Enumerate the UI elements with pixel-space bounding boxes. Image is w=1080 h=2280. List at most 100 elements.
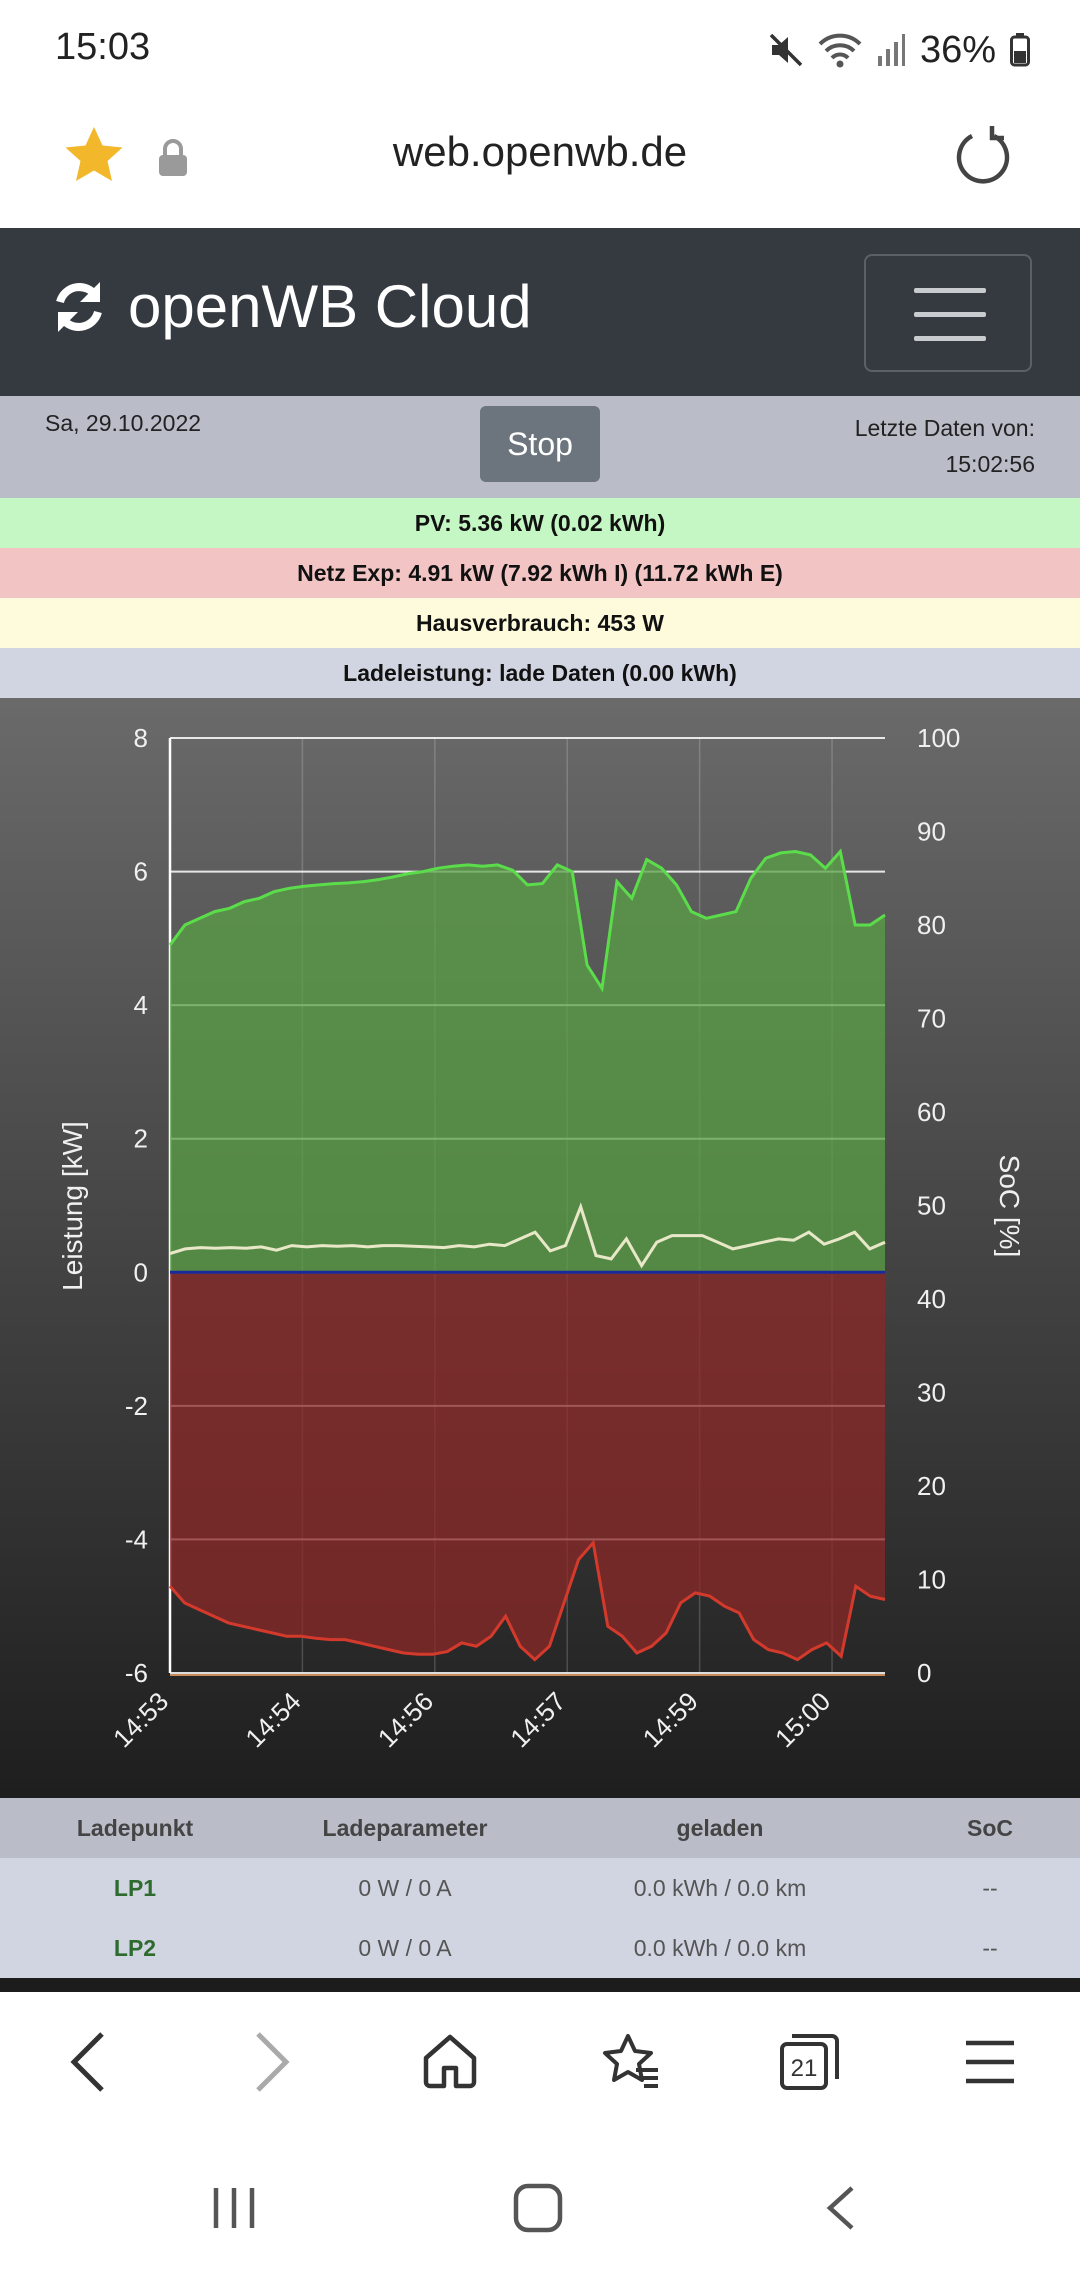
x-tick-label: 14:57 bbox=[504, 1686, 571, 1753]
hamburger-line bbox=[914, 288, 986, 293]
y2-tick-label: 90 bbox=[917, 817, 946, 847]
y-tick-label: 0 bbox=[134, 1257, 148, 1287]
tab-count: 21 bbox=[791, 2055, 818, 2082]
chevron-left-icon bbox=[70, 2032, 104, 2092]
bookmarks-star-icon bbox=[603, 2034, 658, 2088]
status-bar: 15:03 36% bbox=[0, 0, 1080, 100]
lade-bar: Ladeleistung: lade Daten (0.00 kWh) bbox=[0, 648, 1080, 698]
menu-icon bbox=[966, 2040, 1014, 2084]
lp-param: 0 W / 0 A bbox=[358, 1875, 452, 1901]
y-tick-label: 4 bbox=[134, 990, 148, 1020]
last-data-time: 15:02:56 bbox=[945, 451, 1035, 477]
lp-loaded: 0.0 kWh / 0.0 km bbox=[633, 1935, 807, 1961]
netz-series-line bbox=[168, 1539, 886, 1662]
home-button[interactable] bbox=[410, 2022, 490, 2102]
tabs-button[interactable]: 21 bbox=[770, 2022, 850, 2102]
header-geladen: geladen bbox=[676, 1815, 764, 1841]
mute-icon bbox=[769, 33, 803, 67]
netz-series-area bbox=[170, 1272, 885, 1660]
home-icon bbox=[423, 2034, 477, 2089]
y2-tick-label: 0 bbox=[917, 1658, 931, 1688]
bookmarks-button[interactable] bbox=[590, 2022, 670, 2102]
table-row[interactable]: LP1 0 W / 0 A 0.0 kWh / 0.0 km -- bbox=[0, 1858, 1080, 1918]
back-nav-icon[interactable] bbox=[822, 2184, 858, 2232]
y-tick-label: -2 bbox=[125, 1391, 148, 1421]
y2-tick-label: 80 bbox=[917, 910, 946, 940]
last-data: Letzte Daten von: 15:02:56 bbox=[855, 410, 1035, 482]
battery-icon bbox=[1010, 33, 1030, 67]
date-text: Sa, 29.10.2022 bbox=[45, 410, 202, 436]
ladepunkt-table: Ladepunkt Ladeparameter geladen SoC LP1 … bbox=[0, 1798, 1080, 1978]
url-text[interactable]: web.openwb.de bbox=[392, 128, 688, 175]
x-tick-label: 15:00 bbox=[769, 1686, 836, 1753]
status-time: 15:03 bbox=[55, 26, 151, 68]
haus-bar: Hausverbrauch: 453 W bbox=[0, 598, 1080, 648]
pv-bar: PV: 5.36 kW (0.02 kWh) bbox=[0, 498, 1080, 548]
lp-soc: -- bbox=[982, 1875, 998, 1901]
app-navbar: openWB Cloud bbox=[0, 228, 1080, 396]
y-tick-label: -4 bbox=[125, 1524, 148, 1554]
browser-menu-button[interactable] bbox=[950, 2022, 1030, 2102]
y2-axis-label: SoC [%] bbox=[994, 1155, 1025, 1258]
stop-button[interactable]: Stop bbox=[480, 406, 600, 482]
signal-icon bbox=[877, 34, 905, 66]
browser-toolbar: 21 bbox=[0, 1992, 1080, 2134]
table-header: Ladepunkt Ladeparameter geladen SoC bbox=[0, 1798, 1080, 1858]
y2-tick-label: 10 bbox=[917, 1565, 946, 1595]
home-nav-icon[interactable] bbox=[512, 2182, 564, 2234]
chevron-right-icon bbox=[256, 2032, 290, 2092]
date-row: Sa, 29.10.2022 Stop Letzte Daten von: 15… bbox=[0, 396, 1080, 498]
lp-name: LP2 bbox=[113, 1935, 157, 1961]
y2-tick-label: 20 bbox=[917, 1471, 946, 1501]
x-tick-label: 14:54 bbox=[239, 1686, 306, 1753]
lock-icon bbox=[159, 139, 187, 176]
back-button[interactable] bbox=[48, 2022, 128, 2102]
lp-soc: -- bbox=[982, 1935, 998, 1961]
hamburger-line bbox=[914, 312, 986, 317]
lp-loaded: 0.0 kWh / 0.0 km bbox=[633, 1875, 807, 1901]
y-axis-label: Leistung [kW] bbox=[57, 1121, 88, 1291]
brand[interactable]: openWB Cloud bbox=[48, 272, 532, 341]
lp-param: 0 W / 0 A bbox=[358, 1935, 452, 1961]
y2-tick-label: 30 bbox=[917, 1378, 946, 1408]
system-nav-bar bbox=[0, 2134, 1080, 2280]
y2-tick-label: 40 bbox=[917, 1284, 946, 1314]
y-tick-label: 8 bbox=[134, 723, 148, 753]
tabs-icon: 21 bbox=[780, 2034, 839, 2090]
pv-series-area bbox=[170, 851, 885, 1273]
bookmark-star-icon[interactable] bbox=[62, 124, 126, 184]
x-tick-label: 14:59 bbox=[637, 1686, 704, 1753]
table-row[interactable]: LP2 0 W / 0 A 0.0 kWh / 0.0 km -- bbox=[0, 1918, 1080, 1978]
sync-icon bbox=[56, 281, 102, 332]
battery-percent: 36% bbox=[919, 28, 996, 71]
power-chart: 8 6 4 2 0 -2 -4 -6 100 90 80 70 60 50 40 30 20 10 0 14:53 14… bbox=[0, 698, 1080, 1798]
header-ladepunkt: Ladepunkt bbox=[76, 1815, 194, 1841]
app-title: openWB Cloud bbox=[128, 273, 532, 340]
haus-series-line bbox=[169, 1202, 886, 1269]
pv-series-line bbox=[168, 848, 886, 993]
wifi-icon bbox=[818, 33, 862, 68]
recent-apps-icon[interactable] bbox=[210, 2184, 258, 2232]
status-icons: 36% bbox=[768, 22, 1030, 78]
x-tick-label: 14:56 bbox=[372, 1686, 439, 1753]
last-data-label: Letzte Daten von: bbox=[854, 415, 1035, 441]
divider bbox=[0, 1978, 1080, 1992]
y2-tick-label: 100 bbox=[917, 723, 960, 753]
netz-bar: Netz Exp: 4.91 kW (7.92 kWh I) (11.72 kW… bbox=[0, 548, 1080, 598]
y2-tick-label: 50 bbox=[917, 1191, 946, 1221]
hamburger-line bbox=[914, 336, 986, 341]
y2-tick-label: 60 bbox=[917, 1097, 946, 1127]
y-tick-label: -6 bbox=[125, 1658, 148, 1688]
header-soc: SoC bbox=[967, 1815, 1013, 1841]
reload-icon[interactable] bbox=[952, 124, 1016, 188]
x-tick-label: 14:53 bbox=[107, 1686, 174, 1753]
y2-tick-label: 70 bbox=[917, 1004, 946, 1034]
header-ladeparameter: Ladeparameter bbox=[322, 1815, 488, 1841]
lp-name: LP1 bbox=[113, 1875, 157, 1901]
y-tick-label: 2 bbox=[134, 1124, 148, 1154]
y-tick-label: 6 bbox=[134, 857, 148, 887]
menu-toggle-button[interactable] bbox=[864, 254, 1032, 372]
forward-button[interactable] bbox=[232, 2022, 312, 2102]
